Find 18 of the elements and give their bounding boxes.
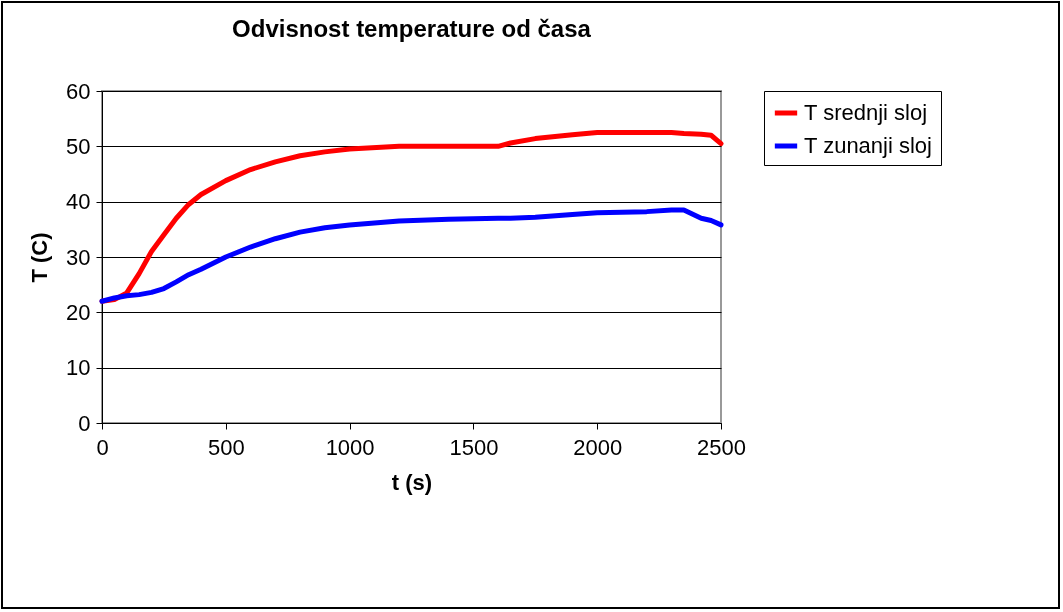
chart-title: Odvisnost temperature od časa bbox=[232, 15, 592, 42]
y-tick-label: 10 bbox=[66, 355, 91, 381]
x-tick-label: 1000 bbox=[325, 434, 375, 460]
y-tick-label: 60 bbox=[66, 78, 91, 104]
x-tick-label: 2000 bbox=[573, 434, 623, 460]
y-axis-title: T (C) bbox=[27, 232, 53, 283]
y-tick-label: 0 bbox=[78, 410, 91, 436]
y-tick-label: 50 bbox=[66, 133, 91, 159]
legend-label: T srednji sloj bbox=[804, 100, 928, 125]
x-tick-label: 2500 bbox=[697, 434, 746, 460]
y-tick-label: 20 bbox=[66, 299, 91, 325]
x-tick-label: 1500 bbox=[449, 434, 499, 460]
y-tick-label: 40 bbox=[66, 189, 91, 215]
x-tick-label: 0 bbox=[96, 434, 109, 460]
y-tick-label: 30 bbox=[66, 244, 91, 270]
x-axis-title: t (s) bbox=[391, 469, 433, 495]
legend-label: T zunanji sloj bbox=[804, 133, 932, 158]
x-tick-label: 500 bbox=[207, 434, 245, 460]
